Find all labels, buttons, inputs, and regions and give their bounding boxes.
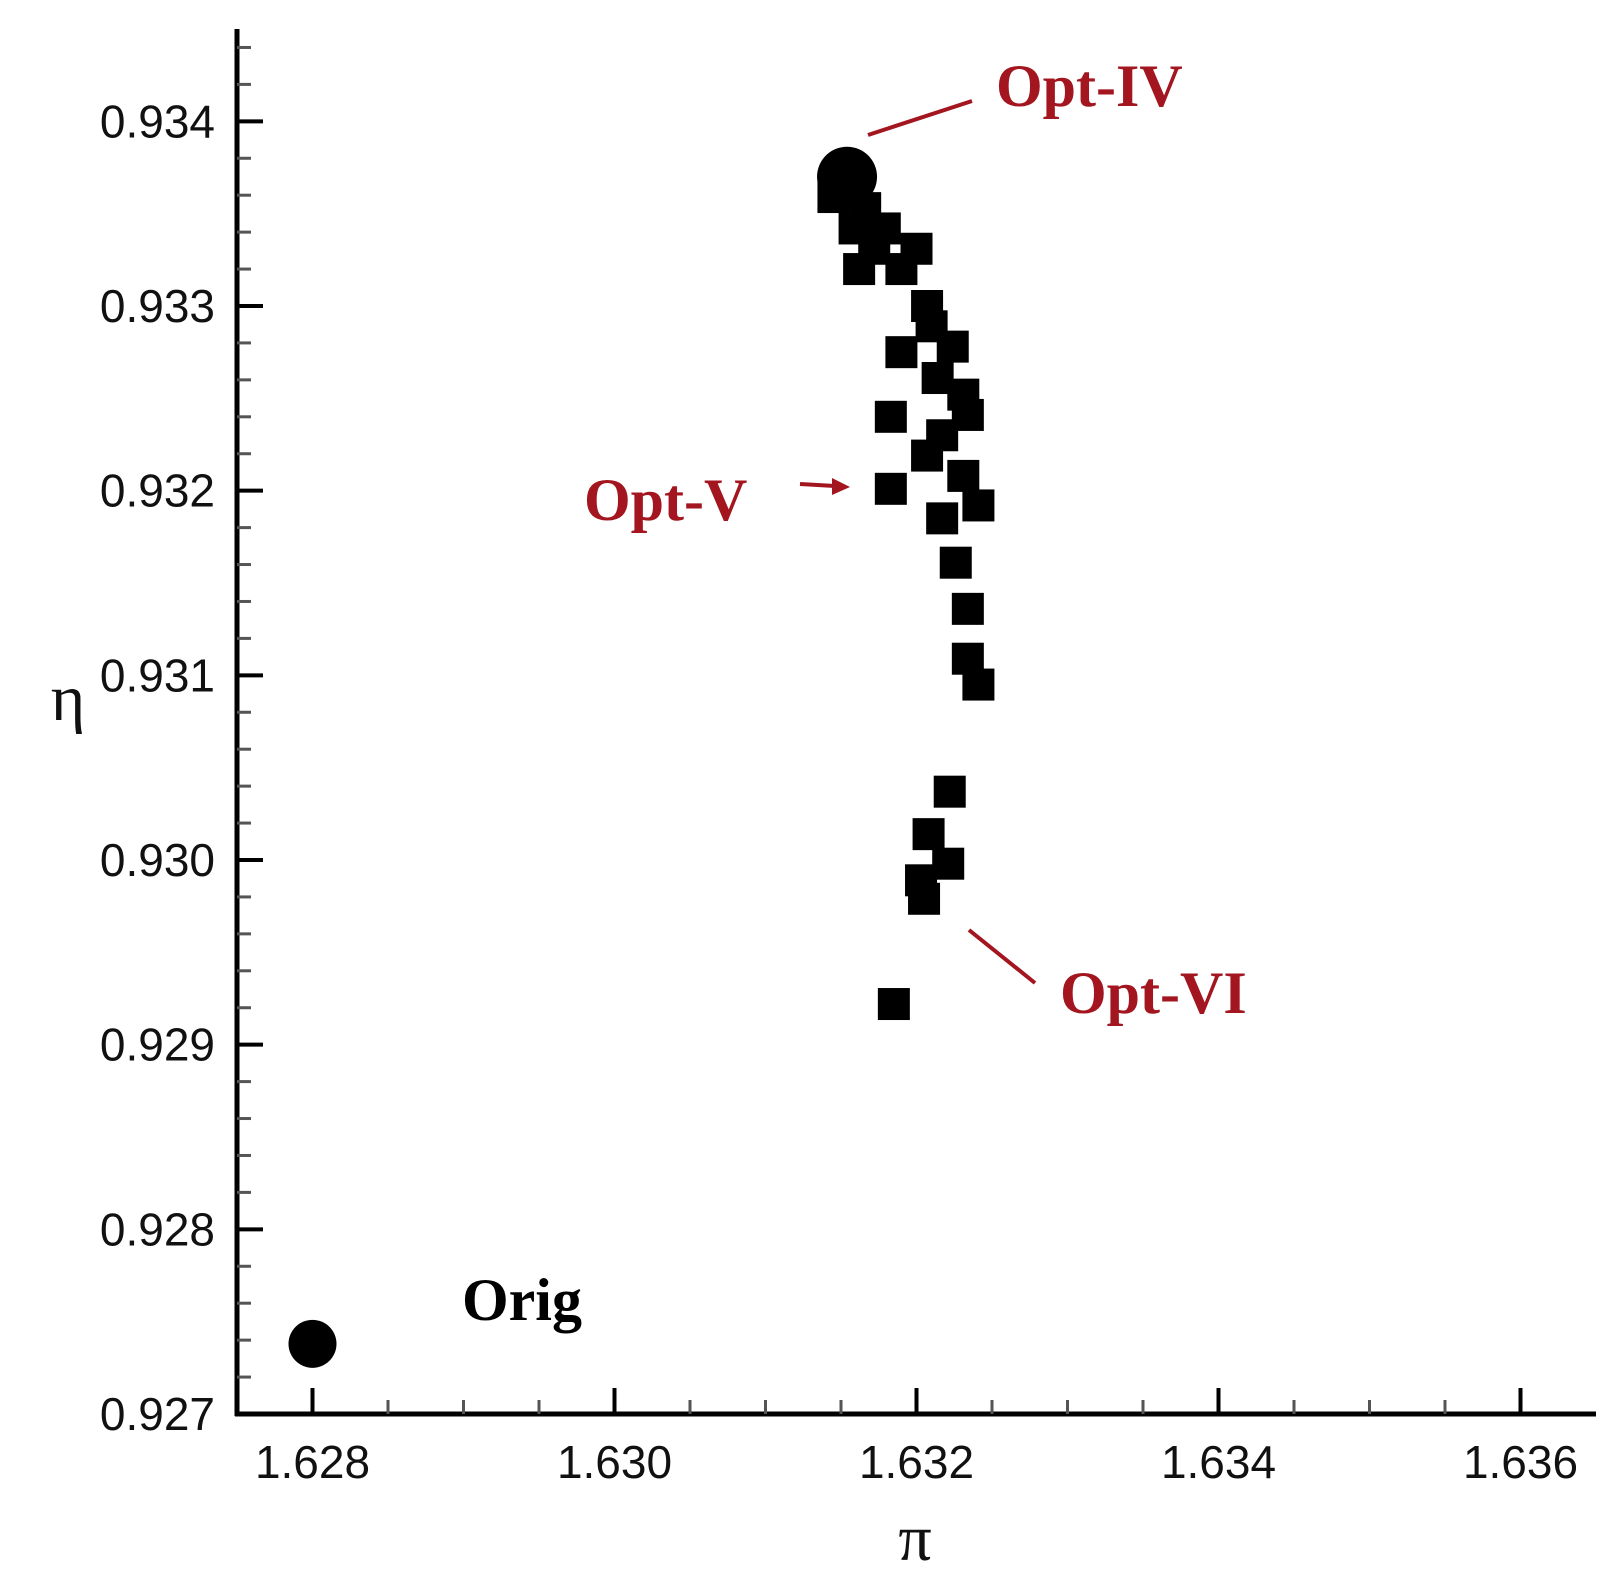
point — [874, 400, 907, 433]
point — [874, 472, 907, 505]
point — [911, 439, 944, 472]
x-tick-label: 1.630 — [557, 1436, 672, 1488]
point — [817, 146, 878, 207]
annotation: Opt-V — [584, 467, 747, 533]
x-tick-label: 1.636 — [1463, 1436, 1578, 1488]
point — [926, 502, 959, 535]
point — [885, 336, 918, 369]
y-tick-label: 0.928 — [100, 1203, 215, 1255]
x-tick-label: 1.628 — [255, 1436, 370, 1488]
x-axis-label: π — [898, 1502, 931, 1575]
point — [912, 818, 945, 851]
y-tick-label: 0.932 — [100, 465, 215, 517]
arrow-head — [832, 478, 850, 495]
annotation-line — [967, 928, 1037, 985]
point — [962, 489, 995, 522]
annotation-arrow — [799, 482, 836, 488]
point — [951, 592, 984, 625]
annotation: Opt-VI — [1060, 960, 1247, 1026]
point — [936, 330, 969, 363]
point — [933, 775, 966, 808]
annotation: Opt-IV — [996, 53, 1183, 119]
point — [932, 847, 965, 880]
point — [962, 668, 995, 701]
point — [877, 988, 910, 1021]
y-tick-label: 0.934 — [100, 95, 215, 147]
point — [885, 253, 918, 286]
y-tick-label: 0.933 — [100, 280, 215, 332]
y-tick-label: 0.929 — [100, 1019, 215, 1071]
annotation: Orig — [462, 1267, 582, 1333]
point — [947, 459, 980, 492]
point — [843, 253, 876, 286]
x-tick-label: 1.634 — [1161, 1436, 1276, 1488]
x-tick-label: 1.632 — [859, 1436, 974, 1488]
point — [908, 882, 941, 915]
point — [288, 1319, 337, 1368]
y-tick-label: 0.927 — [100, 1388, 215, 1440]
annotation-line — [867, 99, 973, 137]
y-axis-label: η — [51, 662, 86, 735]
y-tick-label: 0.930 — [100, 834, 215, 886]
y-tick-label: 0.931 — [100, 649, 215, 701]
point — [939, 546, 972, 579]
